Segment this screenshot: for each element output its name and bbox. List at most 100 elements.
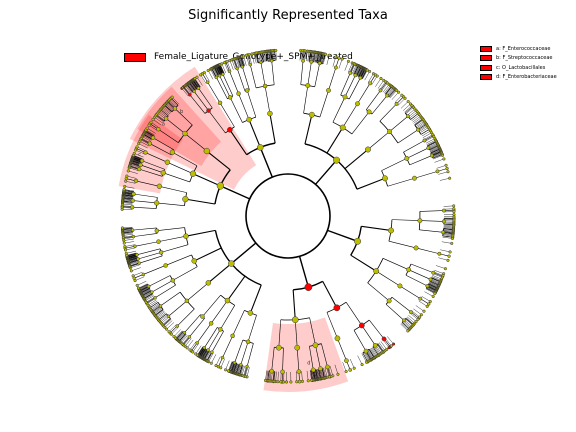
taxon-node bbox=[416, 317, 420, 321]
tree-branch bbox=[389, 116, 409, 132]
taxon-node bbox=[452, 204, 456, 208]
tree-branch bbox=[427, 141, 437, 147]
tree-branch bbox=[236, 57, 241, 68]
tree-branch bbox=[406, 316, 415, 324]
tree-branch bbox=[266, 51, 269, 62]
tree-branch bbox=[140, 288, 150, 294]
tree-branch bbox=[202, 349, 208, 359]
significant-node bbox=[333, 304, 341, 312]
taxon-node bbox=[435, 169, 440, 174]
taxon-node bbox=[444, 163, 448, 167]
tree-branch bbox=[140, 286, 150, 292]
tree-branch bbox=[229, 362, 234, 372]
taxon-node bbox=[344, 369, 348, 374]
tree-branch bbox=[122, 227, 133, 229]
tree-branch bbox=[194, 78, 201, 88]
class-legend: Female_Ligature_Genotype+_SPM+_Treated bbox=[124, 52, 353, 62]
taxon-node bbox=[123, 184, 127, 189]
tree-branch bbox=[389, 90, 397, 99]
tree-branch bbox=[148, 125, 158, 131]
tree-branch bbox=[207, 70, 214, 80]
tree-branch bbox=[144, 294, 154, 300]
clade-letters: a b c d bbox=[138, 109, 310, 366]
tree-branch bbox=[416, 247, 440, 255]
taxon-node bbox=[309, 59, 314, 64]
tree-branch bbox=[430, 148, 440, 153]
tree-branch bbox=[430, 148, 440, 154]
taxon-node bbox=[371, 72, 375, 76]
tree-branch bbox=[232, 310, 245, 336]
tree-branch bbox=[380, 341, 387, 350]
tree-branch bbox=[197, 346, 203, 356]
tree-branch bbox=[430, 278, 441, 283]
tree-branch bbox=[292, 289, 296, 320]
tree-branch bbox=[219, 64, 225, 74]
tree-branch bbox=[414, 119, 424, 126]
tree-branch bbox=[210, 300, 228, 324]
taxon-node bbox=[123, 248, 128, 252]
tree-branch bbox=[332, 96, 346, 123]
taxa-legend-item: b: F_Streptococcaceae bbox=[480, 54, 557, 64]
taxon-node bbox=[138, 162, 143, 168]
tree-branch bbox=[200, 348, 206, 357]
tree-branch bbox=[231, 362, 236, 373]
tree-branch bbox=[344, 75, 356, 98]
tree-branch bbox=[207, 82, 221, 104]
tree-branch bbox=[387, 177, 415, 187]
tree-branch bbox=[123, 194, 134, 197]
tree-branch bbox=[220, 64, 225, 74]
significant-node bbox=[304, 283, 313, 291]
significant-node bbox=[206, 108, 211, 113]
tree-branch bbox=[187, 339, 194, 348]
tree-branch bbox=[242, 66, 250, 90]
tree-branch bbox=[210, 69, 216, 79]
tree-branch bbox=[184, 133, 207, 152]
taxa-legend-item: a: F_Enterococcaceae bbox=[480, 44, 557, 54]
tree-branch bbox=[317, 52, 320, 63]
tree-branch bbox=[128, 259, 139, 264]
tree-branch bbox=[429, 280, 440, 285]
taxon-node bbox=[342, 94, 348, 100]
tree-branch bbox=[143, 133, 153, 140]
tree-branch bbox=[189, 82, 196, 91]
clade-highlights bbox=[118, 66, 349, 392]
taxon-node bbox=[413, 245, 419, 251]
tree-branch bbox=[229, 71, 239, 94]
taxon-node bbox=[195, 341, 199, 345]
taxon-node bbox=[282, 380, 286, 384]
tree-branch bbox=[166, 118, 186, 134]
tree-branch bbox=[299, 50, 301, 61]
tree-branch bbox=[154, 308, 163, 316]
tree-branch bbox=[266, 370, 269, 381]
tree-branch bbox=[428, 144, 439, 150]
tree-branch bbox=[419, 210, 444, 212]
tree-branch bbox=[171, 326, 179, 335]
taxon-node bbox=[137, 166, 142, 172]
taxon-node bbox=[205, 80, 210, 85]
tree-branch bbox=[200, 348, 207, 358]
tree-branch bbox=[309, 51, 312, 62]
tree-branch bbox=[138, 284, 148, 289]
taxon-node bbox=[366, 109, 372, 115]
tree-branch bbox=[249, 54, 252, 65]
tree-branch bbox=[309, 51, 311, 62]
taxon-node bbox=[297, 379, 302, 384]
tree-branch bbox=[323, 367, 327, 378]
tree-branch bbox=[219, 75, 231, 98]
tree-branch bbox=[140, 287, 150, 293]
tree-branch bbox=[167, 162, 194, 174]
taxon-node bbox=[232, 360, 237, 365]
tree-branch bbox=[125, 181, 136, 184]
tree-branch bbox=[315, 345, 321, 369]
taxon-node bbox=[245, 364, 249, 369]
taxon-node bbox=[217, 74, 222, 78]
tree-branch bbox=[303, 85, 309, 114]
tree-branch bbox=[192, 343, 199, 353]
taxon-node bbox=[170, 278, 176, 283]
tree-branch bbox=[128, 260, 139, 264]
tree-branch bbox=[212, 67, 218, 77]
tree-branch bbox=[133, 193, 158, 198]
tree-branch bbox=[161, 108, 170, 116]
tree-branch bbox=[256, 52, 260, 63]
